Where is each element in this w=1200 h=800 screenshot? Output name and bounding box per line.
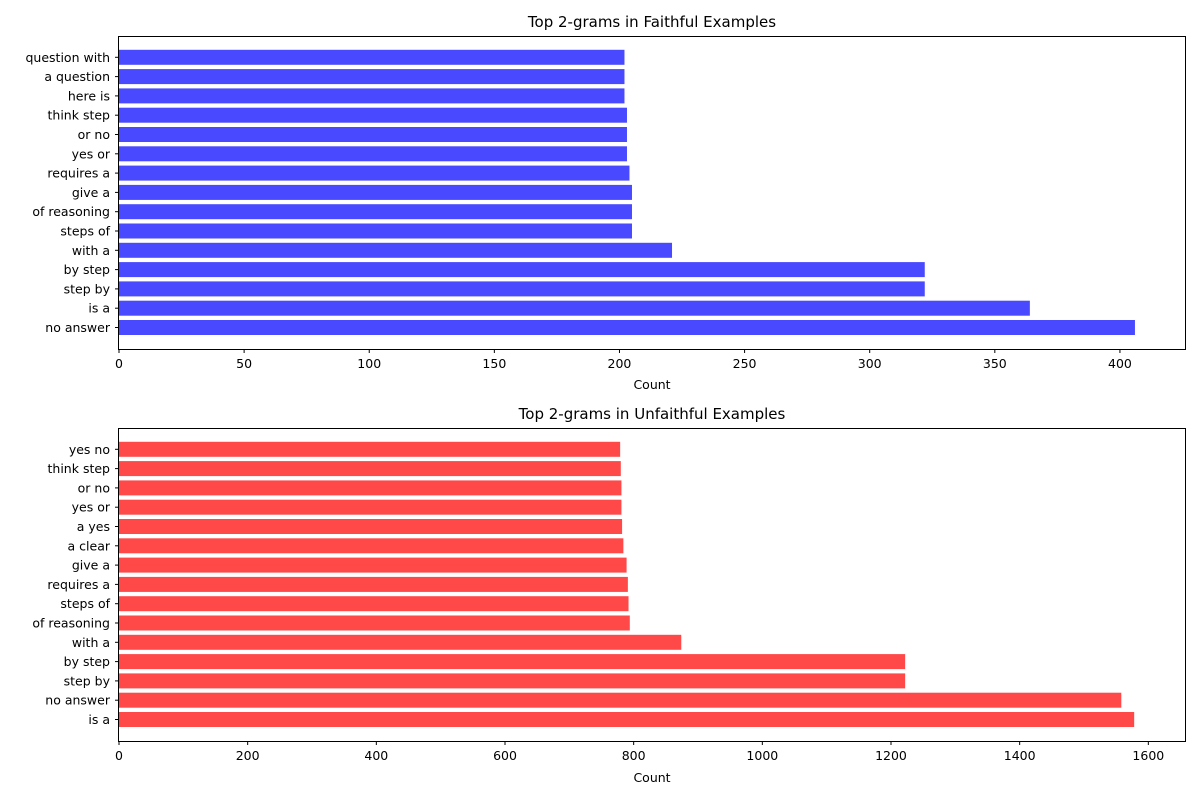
x-tick-label: 250 [733, 356, 757, 371]
bar [119, 146, 627, 162]
x-tick-label: 1200 [875, 748, 907, 763]
plot-frame [118, 36, 1186, 350]
y-tick-label: step by [64, 281, 111, 296]
chart-title: Top 2-grams in Faithful Examples [527, 13, 776, 31]
x-tick-label: 600 [493, 748, 517, 763]
unfaithful-chart: Top 2-grams in Unfaithful Examples is a n… [32, 405, 1186, 785]
x-tick-label: 350 [983, 356, 1007, 371]
bar [119, 615, 630, 631]
x-tick-label: 200 [608, 356, 632, 371]
x-tick-label: 100 [357, 356, 381, 371]
y-tick-label: steps of [60, 596, 110, 611]
bar [119, 538, 624, 554]
y-tick-label: steps of [60, 224, 110, 239]
bar [119, 204, 632, 220]
bar [119, 519, 623, 534]
x-tick-label: 150 [482, 356, 506, 371]
category-labels: no answer is a step by by step with a steps o… [26, 50, 119, 335]
y-tick-label: no answer [45, 320, 111, 335]
bar [119, 69, 625, 85]
x-tick-label: 0 [115, 748, 123, 763]
bar [119, 596, 629, 612]
y-tick-label: or no [78, 480, 110, 495]
y-tick-label: no answer [45, 693, 111, 708]
x-axis-label: Count [633, 770, 670, 785]
y-tick-label: of reasoning [32, 204, 110, 219]
bar [119, 673, 906, 689]
y-tick-label: requires a [47, 577, 110, 592]
y-tick-label: by step [64, 262, 110, 277]
bar [119, 634, 682, 650]
y-tick-label: a yes [77, 519, 110, 534]
bar [119, 499, 622, 515]
y-tick-label: with a [72, 635, 110, 650]
y-tick-label: step by [64, 673, 111, 688]
bar [119, 712, 1135, 727]
x-tick-label: 50 [236, 356, 252, 371]
faithful-chart: Top 2-grams in Faithful Examples no answ… [26, 13, 1186, 392]
bar-group [119, 49, 1135, 335]
y-tick-label: yes or [72, 500, 111, 515]
bar [119, 692, 1122, 708]
y-tick-label: a clear [68, 538, 111, 553]
y-tick-label: give a [72, 185, 110, 200]
y-tick-label: with a [72, 243, 110, 258]
x-tick-label: 1400 [1004, 748, 1036, 763]
bar [119, 281, 925, 297]
bar [119, 49, 625, 65]
y-tick-label: is a [88, 301, 110, 316]
x-axis-label: Count [633, 377, 670, 392]
bar [119, 320, 1135, 335]
y-tick-label: or no [78, 127, 110, 142]
bar [119, 242, 673, 258]
bar [119, 184, 632, 200]
x-tick-label: 200 [236, 748, 260, 763]
bar [119, 107, 627, 123]
plot-frame [118, 428, 1186, 742]
y-tick-label: is a [88, 712, 110, 727]
y-tick-label: by step [64, 654, 110, 669]
y-tick-label: of reasoning [32, 616, 110, 631]
bar [119, 576, 628, 592]
x-tick-label: 1600 [1132, 748, 1164, 763]
bar [119, 557, 627, 573]
y-tick-label: yes no [69, 442, 110, 457]
bar [119, 654, 906, 670]
bar [119, 300, 1030, 316]
y-tick-label: a question [44, 69, 110, 84]
y-tick-label: here is [68, 88, 110, 103]
y-tick-label: requires a [47, 166, 110, 181]
x-tick-label: 1000 [746, 748, 778, 763]
y-tick-label: think step [48, 461, 111, 476]
bar [119, 165, 630, 181]
y-tick-label: yes or [72, 146, 111, 161]
x-tick-label: 400 [364, 748, 388, 763]
bar [119, 480, 622, 496]
y-tick-label: give a [72, 558, 110, 573]
bar-group [119, 441, 1135, 727]
bar [119, 88, 625, 104]
bar [119, 262, 925, 278]
x-tick-label: 400 [1108, 356, 1132, 371]
category-labels: is a no answer step by by step with a of reas… [32, 442, 119, 727]
bar [119, 223, 632, 239]
chart-title: Top 2-grams in Unfaithful Examples [518, 405, 786, 423]
x-tick-label: 800 [622, 748, 646, 763]
y-tick-label: question with [26, 50, 111, 65]
x-tick-label: 300 [858, 356, 882, 371]
bar [119, 441, 621, 457]
x-axis-ticks: 0 50 100 150 200 250 300 350 400 [115, 349, 1132, 371]
y-tick-label: think step [48, 108, 111, 123]
bar [119, 127, 627, 142]
x-tick-label: 0 [115, 356, 123, 371]
x-axis-ticks: 0 200 400 600 800 1000 1200 1400 1600 [115, 741, 1164, 763]
bar [119, 461, 621, 477]
